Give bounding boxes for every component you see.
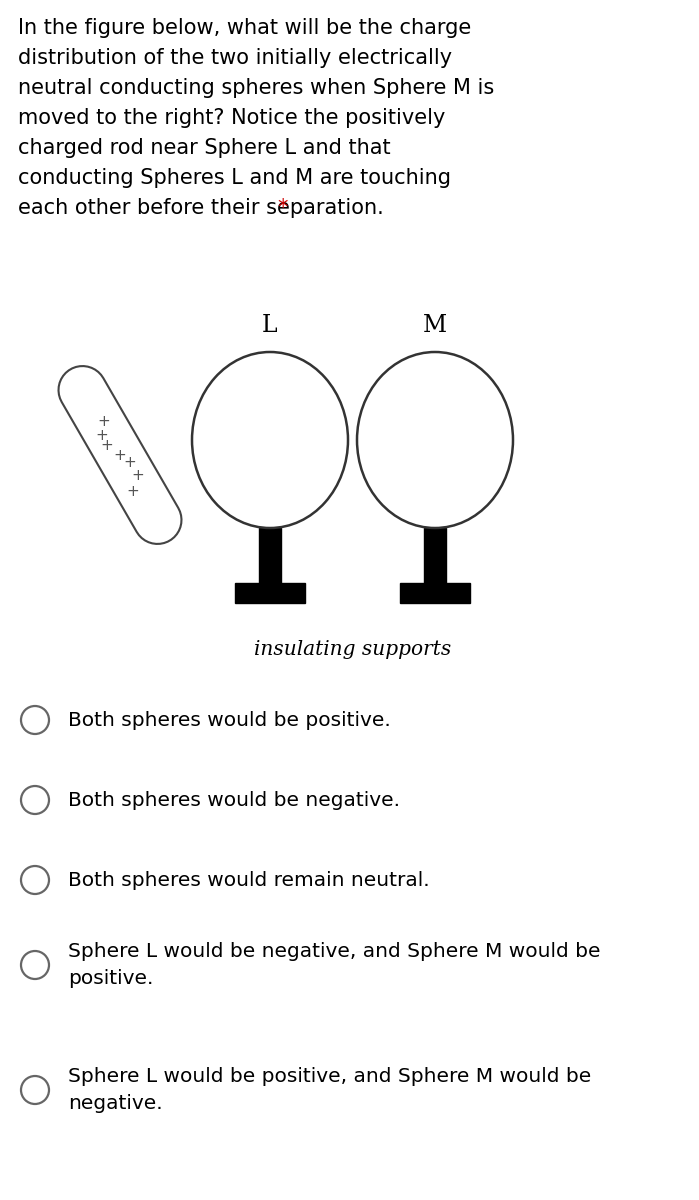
Ellipse shape bbox=[21, 866, 49, 894]
Text: M: M bbox=[423, 314, 447, 337]
Text: Both spheres would remain neutral.: Both spheres would remain neutral. bbox=[68, 870, 430, 889]
Ellipse shape bbox=[21, 706, 49, 734]
Text: Sphere L would be positive, and Sphere M would be
negative.: Sphere L would be positive, and Sphere M… bbox=[68, 1067, 591, 1112]
Text: insulating supports: insulating supports bbox=[254, 640, 451, 659]
Text: +: + bbox=[95, 427, 108, 443]
Text: moved to the right? Notice the positively: moved to the right? Notice the positivel… bbox=[18, 108, 445, 128]
Text: In the figure below, what will be the charge: In the figure below, what will be the ch… bbox=[18, 18, 471, 38]
Bar bbox=[235, 583, 305, 602]
Polygon shape bbox=[59, 366, 182, 544]
Text: L: L bbox=[262, 314, 278, 337]
Text: each other before their separation.: each other before their separation. bbox=[18, 198, 390, 218]
Ellipse shape bbox=[192, 352, 348, 528]
Text: Both spheres would be negative.: Both spheres would be negative. bbox=[68, 791, 400, 810]
Text: +: + bbox=[97, 414, 110, 428]
Text: *: * bbox=[278, 198, 287, 218]
Text: neutral conducting spheres when Sphere M is: neutral conducting spheres when Sphere M… bbox=[18, 78, 494, 98]
Ellipse shape bbox=[21, 786, 49, 814]
Bar bbox=[259, 528, 281, 583]
Text: conducting Spheres L and M are touching: conducting Spheres L and M are touching bbox=[18, 168, 451, 188]
Text: Sphere L would be negative, and Sphere M would be
positive.: Sphere L would be negative, and Sphere M… bbox=[68, 942, 600, 988]
Text: +: + bbox=[126, 484, 139, 498]
Text: distribution of the two initially electrically: distribution of the two initially electr… bbox=[18, 48, 452, 68]
Text: Both spheres would be positive.: Both spheres would be positive. bbox=[68, 710, 391, 730]
Ellipse shape bbox=[357, 352, 513, 528]
Text: +: + bbox=[114, 448, 127, 462]
Text: +: + bbox=[131, 468, 144, 482]
Bar bbox=[400, 583, 470, 602]
Bar bbox=[424, 528, 446, 583]
Text: +: + bbox=[124, 455, 136, 470]
Text: charged rod near Sphere L and that: charged rod near Sphere L and that bbox=[18, 138, 391, 158]
Text: +: + bbox=[100, 438, 113, 454]
Ellipse shape bbox=[21, 1076, 49, 1104]
Ellipse shape bbox=[21, 950, 49, 979]
